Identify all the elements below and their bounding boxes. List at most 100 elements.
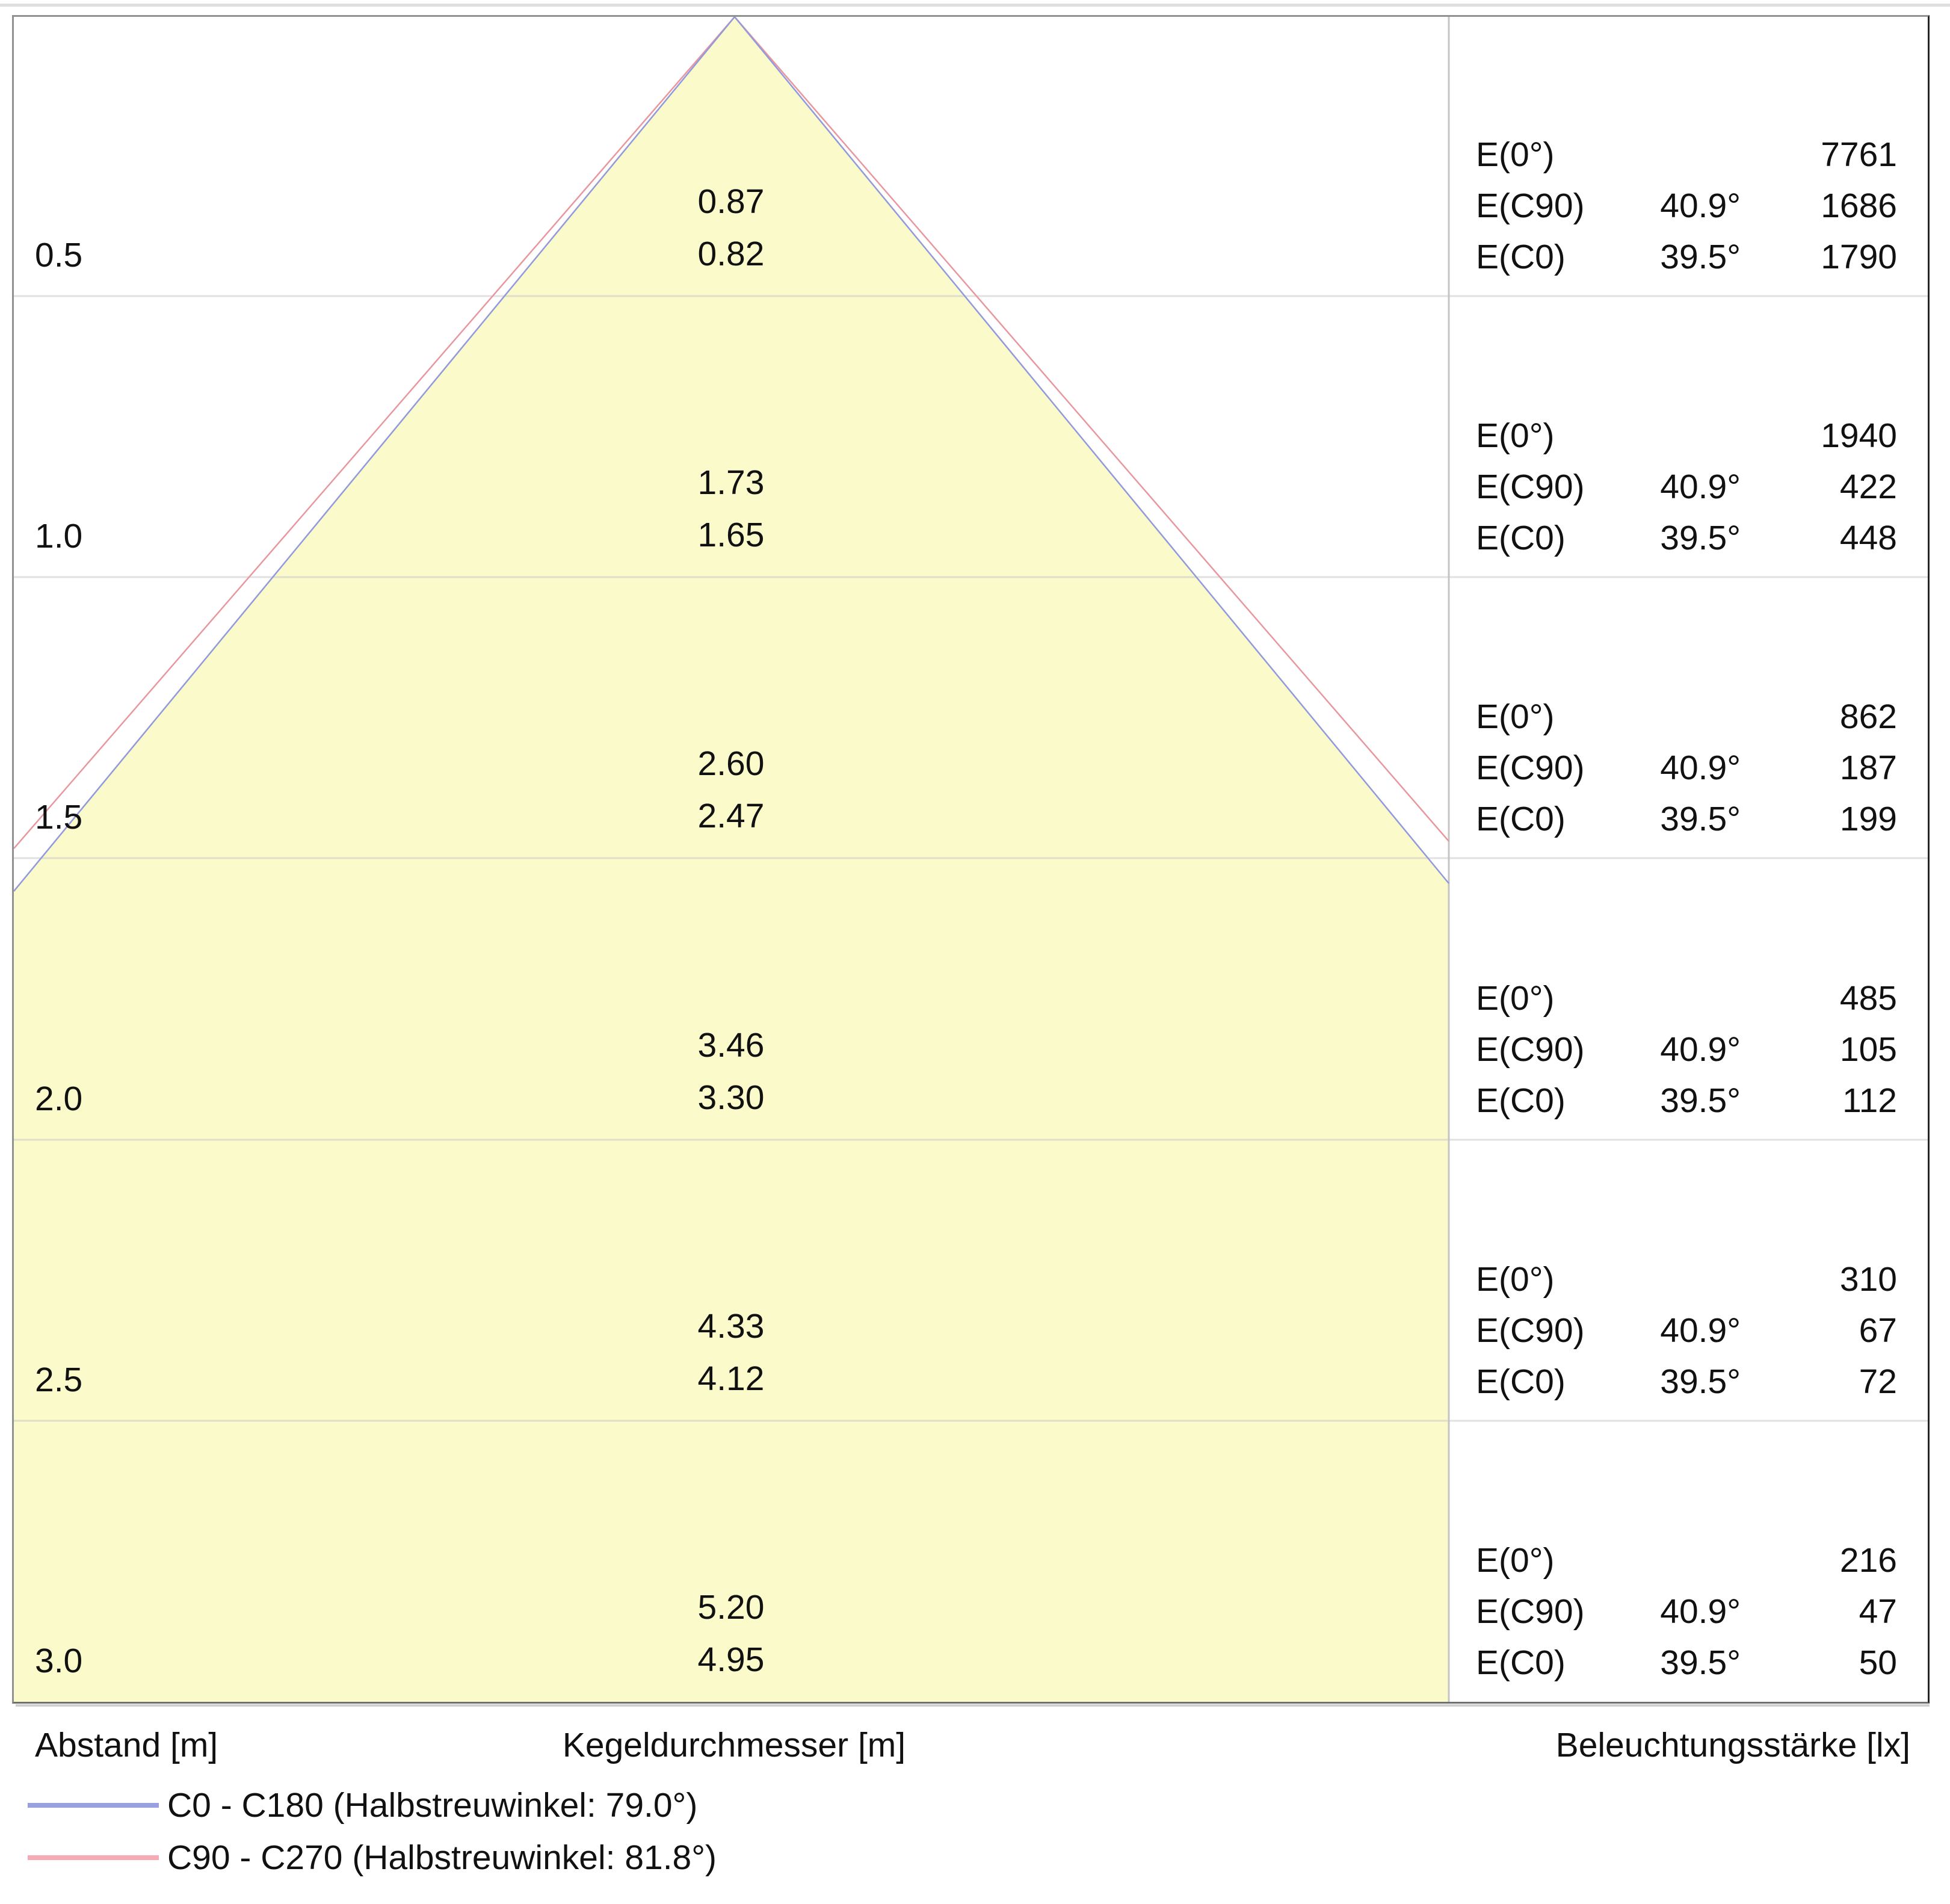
diameter-c0: 4.95 — [697, 1640, 765, 1679]
e0-value: 310 — [1839, 1260, 1897, 1299]
diameter-c90: 4.33 — [697, 1307, 765, 1346]
ec90-value: 67 — [1859, 1311, 1897, 1350]
legend-label-c0: C0 - C180 (Halbstreuwinkel: 79.0°) — [167, 1786, 698, 1825]
ec0-value: 112 — [1842, 1081, 1897, 1120]
cone-fill-area — [14, 17, 1449, 1702]
ec90-label: E(C90) — [1476, 468, 1585, 506]
e0-value: 862 — [1839, 697, 1897, 736]
legend-line-c0-icon — [28, 1803, 159, 1808]
ec90-value: 47 — [1859, 1592, 1897, 1631]
e0-angle — [1629, 973, 1741, 1024]
illuminance-block-row-2: E(0°) 1940 E(C90) 40.9° 422 E(C0) 39.5° … — [1476, 410, 1897, 564]
axis-label-beleuchtungsstaerke: Beleuchtungsstärke [lx] — [1555, 1726, 1910, 1764]
cone-edge-c0 — [14, 17, 1449, 892]
legend-label-c90: C90 - C270 (Halbstreuwinkel: 81.8°) — [167, 1838, 717, 1877]
ec0-angle: 39.5° — [1660, 800, 1741, 838]
diameter-c0: 0.82 — [697, 235, 765, 273]
illuminance-block-row-5: E(0°) 310 E(C90) 40.9° 67 E(C0) 39.5° 72 — [1476, 1254, 1897, 1408]
ec90-label: E(C90) — [1476, 1030, 1585, 1069]
e0-value: 7761 — [1821, 135, 1897, 174]
ec0-value: 50 — [1859, 1643, 1897, 1682]
diameter-c90: 2.60 — [697, 744, 765, 783]
ec90-value: 105 — [1839, 1030, 1897, 1069]
abstand-label-1.5: 1.5 — [35, 798, 83, 836]
ec90-label: E(C90) — [1476, 749, 1585, 787]
e0-label: E(0°) — [1476, 1541, 1555, 1580]
ec0-label: E(C0) — [1476, 1362, 1566, 1401]
e0-angle — [1629, 129, 1741, 181]
e0-value: 485 — [1839, 979, 1897, 1018]
ec90-angle: 40.9° — [1660, 187, 1741, 225]
illuminance-block-row-3: E(0°) 862 E(C90) 40.9° 187 E(C0) 39.5° 1… — [1476, 691, 1897, 845]
ec90-angle: 40.9° — [1660, 1592, 1741, 1631]
ec90-label: E(C90) — [1476, 1592, 1585, 1631]
ec90-value: 187 — [1839, 749, 1897, 787]
e0-value: 1940 — [1821, 416, 1897, 455]
e0-angle — [1629, 410, 1741, 462]
ec0-angle: 39.5° — [1660, 519, 1741, 557]
diameter-values-row-4: 3.46 3.30 — [632, 1019, 830, 1124]
diameter-values-row-6: 5.20 4.95 — [632, 1581, 830, 1686]
illuminance-block-row-1: E(0°) 7761 E(C90) 40.9° 1686 E(C0) 39.5°… — [1476, 129, 1897, 283]
diameter-values-row-1: 0.87 0.82 — [632, 176, 830, 280]
ec90-value: 422 — [1839, 468, 1897, 506]
diameter-c90: 5.20 — [697, 1588, 765, 1627]
ec90-angle: 40.9° — [1660, 1030, 1741, 1069]
ec90-label: E(C90) — [1476, 1311, 1585, 1350]
ec0-angle: 39.5° — [1660, 238, 1741, 276]
e0-angle — [1629, 691, 1741, 743]
ec0-value: 72 — [1859, 1362, 1897, 1401]
diameter-c90: 1.73 — [697, 463, 765, 502]
diameter-values-row-2: 1.73 1.65 — [632, 457, 830, 561]
abstand-label-2.5: 2.5 — [35, 1361, 83, 1399]
top-divider-rule — [0, 4, 1950, 7]
abstand-label-0.5: 0.5 — [35, 236, 83, 274]
ec90-angle: 40.9° — [1660, 749, 1741, 787]
cone-plot — [14, 17, 1928, 1702]
ec90-angle: 40.9° — [1660, 468, 1741, 506]
e0-label: E(0°) — [1476, 135, 1555, 174]
diameter-values-row-5: 4.33 4.12 — [632, 1300, 830, 1405]
ec0-label: E(C0) — [1476, 1643, 1566, 1682]
abstand-label-2.0: 2.0 — [35, 1080, 83, 1118]
ec0-label: E(C0) — [1476, 1081, 1566, 1120]
e0-label: E(0°) — [1476, 979, 1555, 1018]
illuminance-block-row-6: E(0°) 216 E(C90) 40.9° 47 E(C0) 39.5° 50 — [1476, 1535, 1897, 1689]
ec0-label: E(C0) — [1476, 238, 1566, 276]
diameter-c0: 1.65 — [697, 516, 765, 554]
ec0-label: E(C0) — [1476, 800, 1566, 838]
ec0-value: 448 — [1839, 519, 1897, 557]
e0-angle — [1629, 1535, 1741, 1586]
ec0-label: E(C0) — [1476, 519, 1566, 557]
diameter-c90: 3.46 — [697, 1026, 765, 1065]
e0-label: E(0°) — [1476, 1260, 1555, 1299]
ec0-angle: 39.5° — [1660, 1081, 1741, 1120]
axis-label-abstand: Abstand [m] — [35, 1726, 218, 1764]
axis-label-kegeldurchmesser: Kegeldurchmesser [m] — [562, 1726, 906, 1764]
abstand-label-3.0: 3.0 — [35, 1642, 83, 1680]
ec90-label: E(C90) — [1476, 187, 1585, 225]
diameter-c90: 0.87 — [697, 182, 765, 221]
abstand-label-1.0: 1.0 — [35, 517, 83, 555]
e0-label: E(0°) — [1476, 416, 1555, 455]
e0-angle — [1629, 1254, 1741, 1305]
diameter-values-row-3: 2.60 2.47 — [632, 738, 830, 842]
illuminance-block-row-4: E(0°) 485 E(C90) 40.9° 105 E(C0) 39.5° 1… — [1476, 973, 1897, 1127]
e0-value: 216 — [1839, 1541, 1897, 1580]
ec0-value: 199 — [1839, 800, 1897, 838]
ec0-angle: 39.5° — [1660, 1643, 1741, 1682]
ec0-value: 1790 — [1821, 238, 1897, 276]
e0-label: E(0°) — [1476, 697, 1555, 736]
diameter-c0: 4.12 — [697, 1359, 765, 1398]
diameter-c0: 3.30 — [697, 1078, 765, 1117]
cone-edge-c90 — [14, 17, 1449, 849]
chart-frame — [12, 15, 1930, 1704]
ec90-angle: 40.9° — [1660, 1311, 1741, 1350]
row-grid-lines — [14, 295, 1928, 1422]
ec90-value: 1686 — [1821, 187, 1897, 225]
diameter-c0: 2.47 — [697, 797, 765, 835]
legend-line-c90-icon — [28, 1855, 159, 1860]
chart-frame-shadow — [16, 1704, 1930, 1707]
ec0-angle: 39.5° — [1660, 1362, 1741, 1401]
